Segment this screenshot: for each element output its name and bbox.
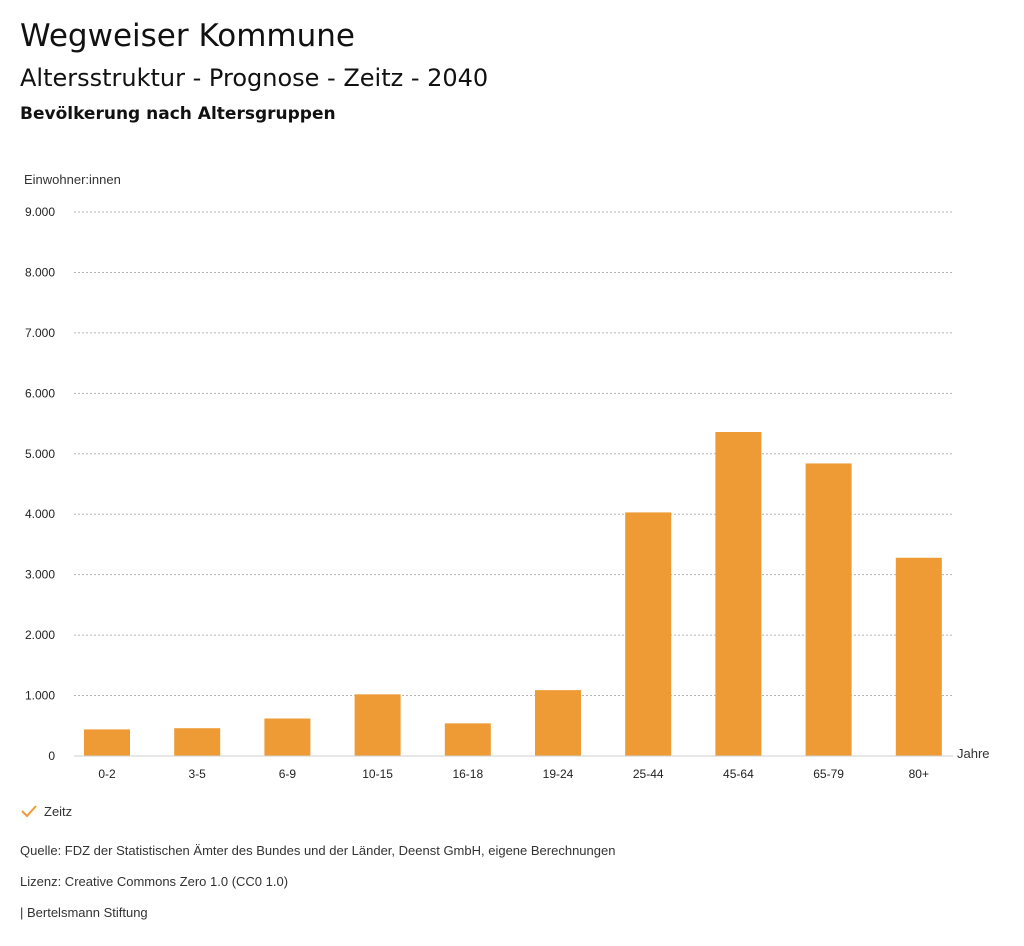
bar-16-18 (444, 723, 491, 756)
y-axis-title: Einwohner:innen (24, 172, 121, 187)
x-tick-label: 19-24 (543, 767, 574, 781)
license-note: Lizenz: Creative Commons Zero 1.0 (CC0 1… (20, 874, 289, 889)
bar-19-24 (535, 690, 581, 756)
y-tick-label: 4.000 (25, 507, 55, 521)
x-tick-label: 0-2 (98, 767, 116, 781)
x-tick-label: 10-15 (362, 767, 393, 781)
y-tick-label: 2.000 (25, 628, 55, 642)
y-tick-label: 1.000 (25, 689, 55, 703)
bar-6-9 (264, 718, 311, 756)
bar-0-2 (84, 729, 130, 756)
bar-3-5 (174, 728, 221, 756)
publisher-note: | Bertelsmann Stiftung (20, 905, 148, 920)
x-tick-label: 80+ (909, 767, 929, 781)
x-tick-label: 45-64 (723, 767, 754, 781)
y-tick-label: 5.000 (25, 447, 55, 461)
page-title: Wegweiser Kommune (20, 18, 355, 54)
x-tick-label: 25-44 (633, 767, 664, 781)
y-tick-label: 0 (48, 749, 55, 763)
source-note: Quelle: FDZ der Statistischen Ämter des … (20, 843, 616, 858)
x-axis-title: Jahre (957, 746, 990, 761)
x-tick-label: 16-18 (452, 767, 483, 781)
y-tick-label: 7.000 (25, 326, 55, 340)
checkmark-icon (21, 805, 37, 818)
y-tick-label: 3.000 (25, 568, 55, 582)
x-tick-label: 3-5 (189, 767, 207, 781)
bar-chart: Einwohner:innen 0 1.000 2.000 3.000 4.000 5.00… (24, 172, 990, 781)
x-tick-label: 65-79 (813, 767, 844, 781)
bar-80+ (895, 557, 942, 756)
bar-25-44 (625, 512, 672, 756)
y-tick-label: 9.000 (25, 205, 55, 219)
y-tick-label: 6.000 (25, 386, 55, 400)
bar-65-79 (805, 463, 852, 756)
page-subtitle: Altersstruktur - Prognose - Zeitz - 2040 (20, 64, 489, 92)
bar-45-64 (715, 432, 762, 756)
bar-10-15 (354, 694, 401, 756)
y-tick-label: 8.000 (25, 265, 55, 279)
legend-label: Zeitz (44, 803, 73, 819)
x-tick-label: 6-9 (279, 767, 297, 781)
legend-item-zeitz[interactable]: Zeitz (20, 802, 72, 820)
chart-heading: Bevölkerung nach Altersgruppen (20, 104, 336, 124)
